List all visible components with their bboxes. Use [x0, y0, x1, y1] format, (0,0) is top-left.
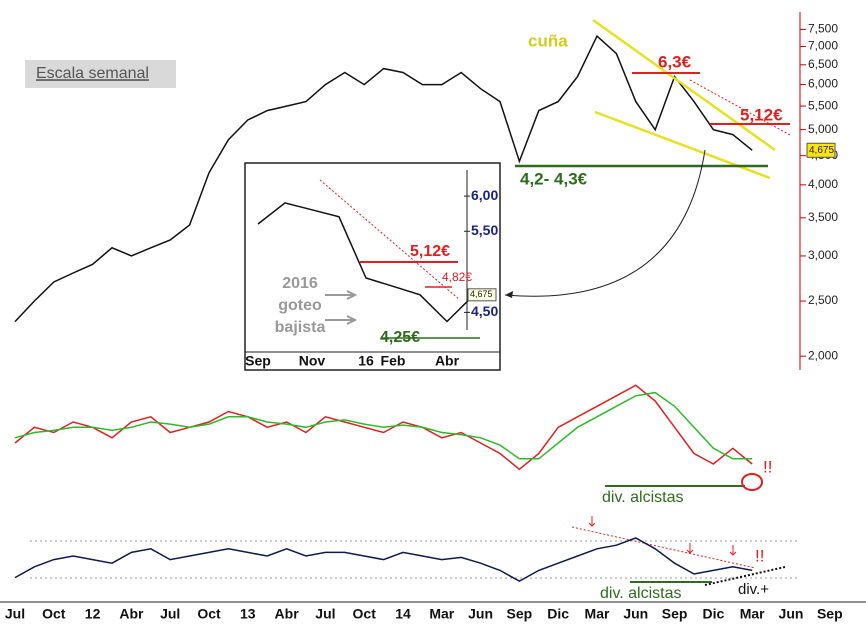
- x-tick-label: Jun: [779, 606, 804, 622]
- y-tick-label: 3,500: [808, 210, 838, 224]
- annotation: div. alcistas: [602, 489, 684, 506]
- x-tick-label: Mar: [585, 606, 610, 622]
- annotation: 4,82€: [442, 270, 472, 284]
- x-tick-label: Abr: [435, 353, 460, 369]
- label-box: [25, 60, 176, 88]
- annotation: 6,3€: [658, 52, 692, 71]
- annotation: 4,25€: [380, 329, 420, 346]
- annotation: Escala semanal: [36, 65, 149, 82]
- y-tick-label: 5,500: [808, 98, 838, 112]
- indicator-panel: [14, 384, 763, 491]
- annotation: cuña: [528, 31, 568, 50]
- y-tick-label: 7,500: [808, 22, 838, 36]
- annotation: goteo: [278, 297, 322, 314]
- x-tick-label: Sep: [507, 606, 533, 622]
- oscillator-panel: [14, 516, 800, 586]
- y-tick-label: 4,50: [471, 303, 498, 319]
- annotation: div. alcistas: [600, 585, 682, 602]
- x-tick-label: 12: [85, 606, 101, 622]
- y-tick-label: 6,00: [471, 187, 498, 203]
- x-axis-band: [0, 602, 866, 626]
- last-value-label: 4,675: [809, 145, 834, 156]
- y-tick-label: 7,000: [808, 39, 838, 53]
- x-tick-label: Jun: [468, 606, 493, 622]
- y-tick-label: 5,000: [808, 122, 838, 136]
- last-value-label: 4,675: [470, 289, 493, 299]
- x-tick-label: Oct: [42, 606, 66, 622]
- wedge-lines: [504, 18, 791, 298]
- x-tick-label: Jul: [5, 606, 25, 622]
- annotation: bajista: [275, 319, 326, 336]
- x-tick-label: Sep: [817, 606, 843, 622]
- series-line: [14, 34, 753, 323]
- series-line: [14, 391, 753, 460]
- y-tick-label: 2,500: [808, 293, 838, 307]
- series-line: [14, 384, 753, 471]
- annotation: 4,2- 4,3€: [520, 169, 588, 188]
- annotation: !!: [763, 457, 772, 476]
- x-tick-label: Mar: [429, 606, 454, 622]
- series-line: [14, 537, 753, 583]
- last-value-box: [806, 142, 836, 158]
- x-tick-label: Abr: [119, 606, 144, 622]
- series-line: [257, 202, 475, 323]
- x-tick-label: Feb: [381, 353, 406, 369]
- annotation: !!: [755, 546, 764, 565]
- x-tick-label: Abr: [275, 606, 300, 622]
- y-tick-label: 4,000: [808, 177, 838, 191]
- x-tick-label: 13: [240, 606, 256, 622]
- y-tick-label: 2,000: [808, 348, 838, 362]
- x-tick-label: 16: [358, 353, 374, 369]
- x-tick-label: Nov: [299, 353, 326, 369]
- x-tick-label: Jul: [315, 606, 335, 622]
- annotation: 2016: [282, 275, 318, 292]
- last-value-box: [467, 288, 497, 302]
- x-tick-label: Oct: [197, 606, 221, 622]
- x-tick-label: Mar: [740, 606, 765, 622]
- x-tick-label: Sep: [245, 353, 271, 369]
- annotation: 5,12€: [740, 105, 783, 124]
- x-tick-label: Dic: [703, 606, 725, 622]
- x-tick-label: Jun: [623, 606, 648, 622]
- x-tick-label: Dic: [547, 606, 569, 622]
- annotation: div.+: [738, 581, 769, 598]
- x-tick-label: Jul: [160, 606, 180, 622]
- x-tick-label: 14: [395, 606, 411, 622]
- price-panel: 2,0002,5003,0003,5004,0004,5005,0005,500…: [14, 12, 838, 370]
- y-tick-label: 3,000: [808, 248, 838, 262]
- inset-panel: 4,50 5,50 6,00 4,675 Sep Nov 16 Feb Abr: [244, 162, 501, 371]
- x-tick-label: Oct: [353, 606, 377, 622]
- y-tick-label: 6,500: [808, 57, 838, 71]
- y-tick-label: 5,50: [471, 222, 498, 238]
- y-tick-label: 6,000: [808, 77, 838, 91]
- x-tick-label: Sep: [662, 606, 688, 622]
- annotation: 5,12€: [410, 243, 450, 260]
